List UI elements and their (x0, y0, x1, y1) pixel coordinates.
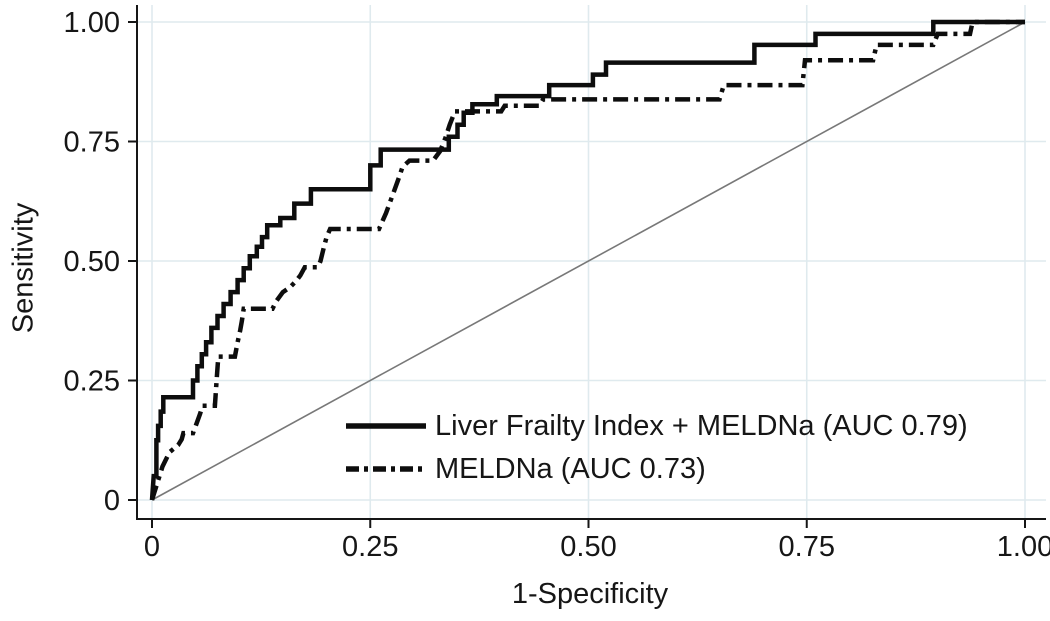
legend-entry: MELDNa (AUC 0.73) (346, 452, 968, 486)
legend-label: MELDNa (AUC 0.73) (435, 452, 706, 485)
legend-label: Liver Frailty Index + MELDNa (AUC 0.79) (435, 409, 968, 442)
y-tick-label: 0.25 (64, 366, 120, 398)
x-axis-title: 1-Specificity (511, 578, 669, 610)
y-tick-label: 1.00 (64, 7, 120, 39)
x-tick-label: 0.75 (779, 531, 835, 563)
x-tick-label: 0.50 (560, 531, 616, 563)
reference-diagonal-line (151, 21, 1026, 501)
legend: Liver Frailty Index + MELDNa (AUC 0.79) … (346, 409, 968, 486)
roc-curve-dashed (149, 19, 1025, 501)
dash-dot-line-swatch (346, 466, 426, 472)
legend-entry: Liver Frailty Index + MELDNa (AUC 0.79) (346, 409, 968, 443)
y-tick-label: 0.75 (64, 127, 120, 159)
roc-curve-solid (149, 19, 1025, 501)
y-axis-title: Sensitivity (7, 202, 40, 334)
solid-line-swatch (346, 423, 426, 429)
x-tick-label: 1.00 (997, 531, 1050, 563)
x-tick-label: 0.25 (342, 531, 398, 563)
y-tick-label: 0.50 (64, 246, 120, 278)
y-tick-label: 0 (104, 485, 120, 517)
x-tick-label: 0 (144, 531, 160, 563)
